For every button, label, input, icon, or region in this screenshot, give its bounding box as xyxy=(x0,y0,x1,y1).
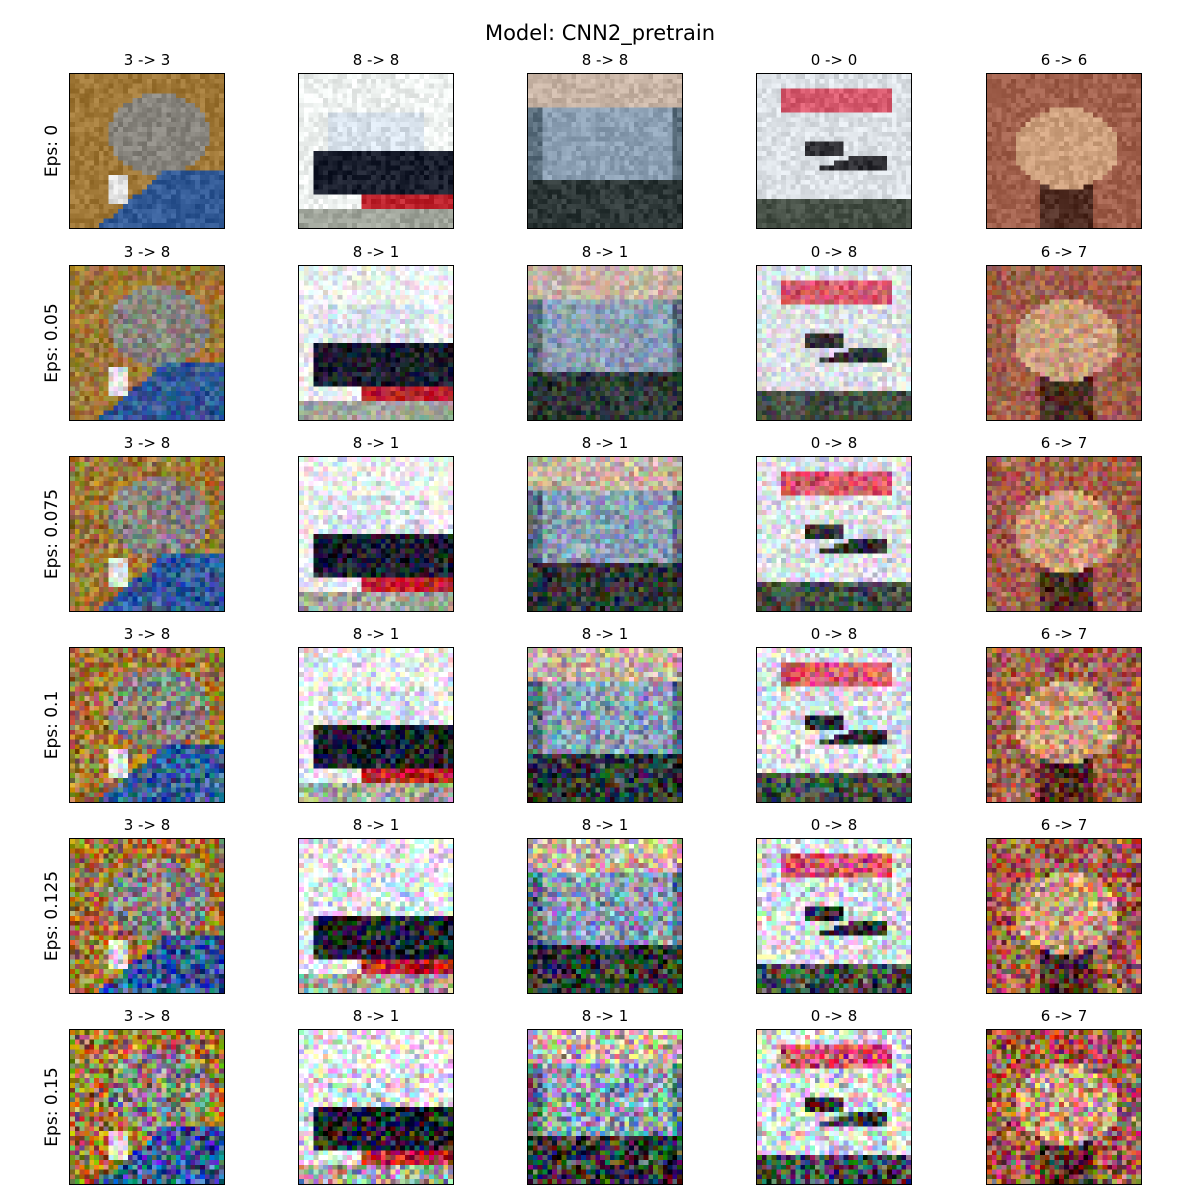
image-pixels xyxy=(528,457,682,611)
adversarial-image-cat xyxy=(69,73,225,229)
adversarial-image-airplane xyxy=(756,265,912,421)
cell-title-prediction: 6 -> 7 xyxy=(986,625,1142,643)
cell-title-prediction: 8 -> 1 xyxy=(298,1007,454,1025)
image-pixels xyxy=(987,1030,1141,1184)
row-label-eps: Eps: 0.075 xyxy=(40,456,64,612)
image-pixels xyxy=(299,457,453,611)
row-label-eps: Eps: 0.05 xyxy=(40,265,64,421)
image-pixels xyxy=(757,74,911,228)
image-pixels xyxy=(757,457,911,611)
adversarial-image-ship xyxy=(298,456,454,612)
cell-title-prediction: 3 -> 8 xyxy=(69,625,225,643)
cell-title-prediction: 8 -> 1 xyxy=(527,816,683,834)
cell-title-prediction: 3 -> 8 xyxy=(69,816,225,834)
cell-title-prediction: 8 -> 1 xyxy=(298,434,454,452)
image-pixels xyxy=(528,648,682,802)
row-label-eps: Eps: 0.15 xyxy=(40,1029,64,1185)
adversarial-image-ship xyxy=(527,647,683,803)
cell-title-prediction: 0 -> 8 xyxy=(756,243,912,261)
cell-title-prediction: 6 -> 6 xyxy=(986,51,1142,69)
adversarial-image-ship xyxy=(527,1029,683,1185)
image-pixels xyxy=(987,457,1141,611)
adversarial-image-frog xyxy=(986,73,1142,229)
image-pixels xyxy=(299,648,453,802)
image-pixels xyxy=(299,266,453,420)
cell-title-prediction: 0 -> 8 xyxy=(756,1007,912,1025)
image-pixels xyxy=(528,266,682,420)
cell-title-prediction: 8 -> 1 xyxy=(298,625,454,643)
adversarial-image-airplane xyxy=(756,647,912,803)
adversarial-image-cat xyxy=(69,456,225,612)
adversarial-image-cat xyxy=(69,265,225,421)
adversarial-image-ship xyxy=(527,73,683,229)
adversarial-image-ship xyxy=(298,838,454,994)
cell-title-prediction: 8 -> 1 xyxy=(527,1007,683,1025)
adversarial-image-cat xyxy=(69,838,225,994)
image-pixels xyxy=(528,839,682,993)
adversarial-image-frog xyxy=(986,1029,1142,1185)
image-pixels xyxy=(528,1030,682,1184)
image-pixels xyxy=(528,74,682,228)
cell-title-prediction: 6 -> 7 xyxy=(986,1007,1142,1025)
row-label-eps: Eps: 0.125 xyxy=(40,838,64,994)
image-pixels xyxy=(299,74,453,228)
cell-title-prediction: 6 -> 7 xyxy=(986,434,1142,452)
image-pixels xyxy=(70,839,224,993)
adversarial-image-ship xyxy=(298,73,454,229)
image-pixels xyxy=(757,648,911,802)
cell-title-prediction: 3 -> 3 xyxy=(69,51,225,69)
adversarial-image-frog xyxy=(986,265,1142,421)
cell-title-prediction: 6 -> 7 xyxy=(986,816,1142,834)
adversarial-image-cat xyxy=(69,647,225,803)
image-pixels xyxy=(70,266,224,420)
cell-title-prediction: 8 -> 8 xyxy=(298,51,454,69)
cell-title-prediction: 0 -> 8 xyxy=(756,625,912,643)
cell-title-prediction: 8 -> 1 xyxy=(527,625,683,643)
adversarial-image-frog xyxy=(986,838,1142,994)
image-pixels xyxy=(299,839,453,993)
figure-title: Model: CNN2_pretrain xyxy=(0,20,1200,46)
adversarial-image-airplane xyxy=(756,456,912,612)
cell-title-prediction: 3 -> 8 xyxy=(69,243,225,261)
image-pixels xyxy=(70,648,224,802)
adversarial-image-frog xyxy=(986,456,1142,612)
row-label-eps: Eps: 0 xyxy=(40,73,64,229)
adversarial-image-cat xyxy=(69,1029,225,1185)
cell-title-prediction: 0 -> 8 xyxy=(756,816,912,834)
adversarial-image-frog xyxy=(986,647,1142,803)
adversarial-image-airplane xyxy=(756,838,912,994)
cell-title-prediction: 8 -> 1 xyxy=(527,434,683,452)
adversarial-image-airplane xyxy=(756,73,912,229)
image-pixels xyxy=(987,648,1141,802)
image-pixels xyxy=(757,1030,911,1184)
adversarial-image-airplane xyxy=(756,1029,912,1185)
image-pixels xyxy=(987,74,1141,228)
image-pixels xyxy=(70,457,224,611)
cell-title-prediction: 6 -> 7 xyxy=(986,243,1142,261)
image-pixels xyxy=(299,1030,453,1184)
adversarial-image-ship xyxy=(527,265,683,421)
adversarial-image-ship xyxy=(298,1029,454,1185)
adversarial-image-ship xyxy=(527,456,683,612)
adversarial-image-ship xyxy=(527,838,683,994)
image-pixels xyxy=(757,266,911,420)
image-pixels xyxy=(70,1030,224,1184)
cell-title-prediction: 3 -> 8 xyxy=(69,434,225,452)
image-pixels xyxy=(757,839,911,993)
cell-title-prediction: 8 -> 1 xyxy=(527,243,683,261)
image-pixels xyxy=(70,74,224,228)
cell-title-prediction: 8 -> 8 xyxy=(527,51,683,69)
cell-title-prediction: 0 -> 8 xyxy=(756,434,912,452)
cell-title-prediction: 0 -> 0 xyxy=(756,51,912,69)
cell-title-prediction: 3 -> 8 xyxy=(69,1007,225,1025)
image-pixels xyxy=(987,266,1141,420)
adversarial-image-ship xyxy=(298,265,454,421)
adversarial-image-ship xyxy=(298,647,454,803)
cell-title-prediction: 8 -> 1 xyxy=(298,816,454,834)
cell-title-prediction: 8 -> 1 xyxy=(298,243,454,261)
image-pixels xyxy=(987,839,1141,993)
row-label-eps: Eps: 0.1 xyxy=(40,647,64,803)
